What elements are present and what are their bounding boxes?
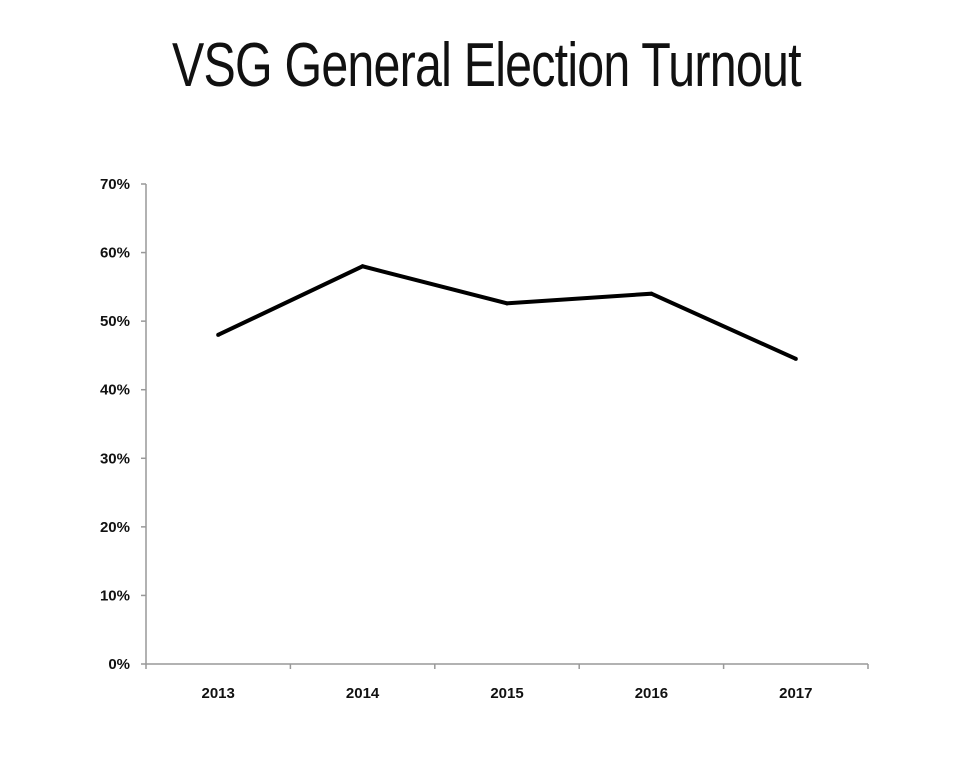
x-tick-label: 2014 [346,685,380,702]
y-tick-label: 60% [100,245,130,262]
y-tick-label: 40% [100,382,130,399]
y-tick-label: 0% [108,656,130,673]
data-point [360,264,365,269]
x-tick-label: 2013 [202,685,235,702]
chart-axes [145,184,868,665]
y-tick-label: 10% [100,587,130,604]
series-line [217,264,797,361]
data-point [216,332,221,337]
data-point [793,356,798,361]
y-tick-label: 20% [100,519,130,536]
x-tick-label: 2017 [779,685,812,702]
data-point [505,301,509,306]
y-tick-label: 50% [100,313,130,330]
y-axis-ticks: 0% 10% 20% 30% 40% 50% 60% 70% [100,176,146,673]
x-axis-ticks: 2013 2014 2015 2016 2017 [145,664,869,702]
x-tick-label: 2015 [490,685,523,702]
y-tick-label: 70% [100,176,130,193]
chart-title: VSG General Election Turnout [172,31,801,100]
data-point [649,291,654,296]
x-tick-label: 2016 [635,685,668,702]
series-layer [216,264,798,361]
y-tick-label: 30% [100,450,130,467]
